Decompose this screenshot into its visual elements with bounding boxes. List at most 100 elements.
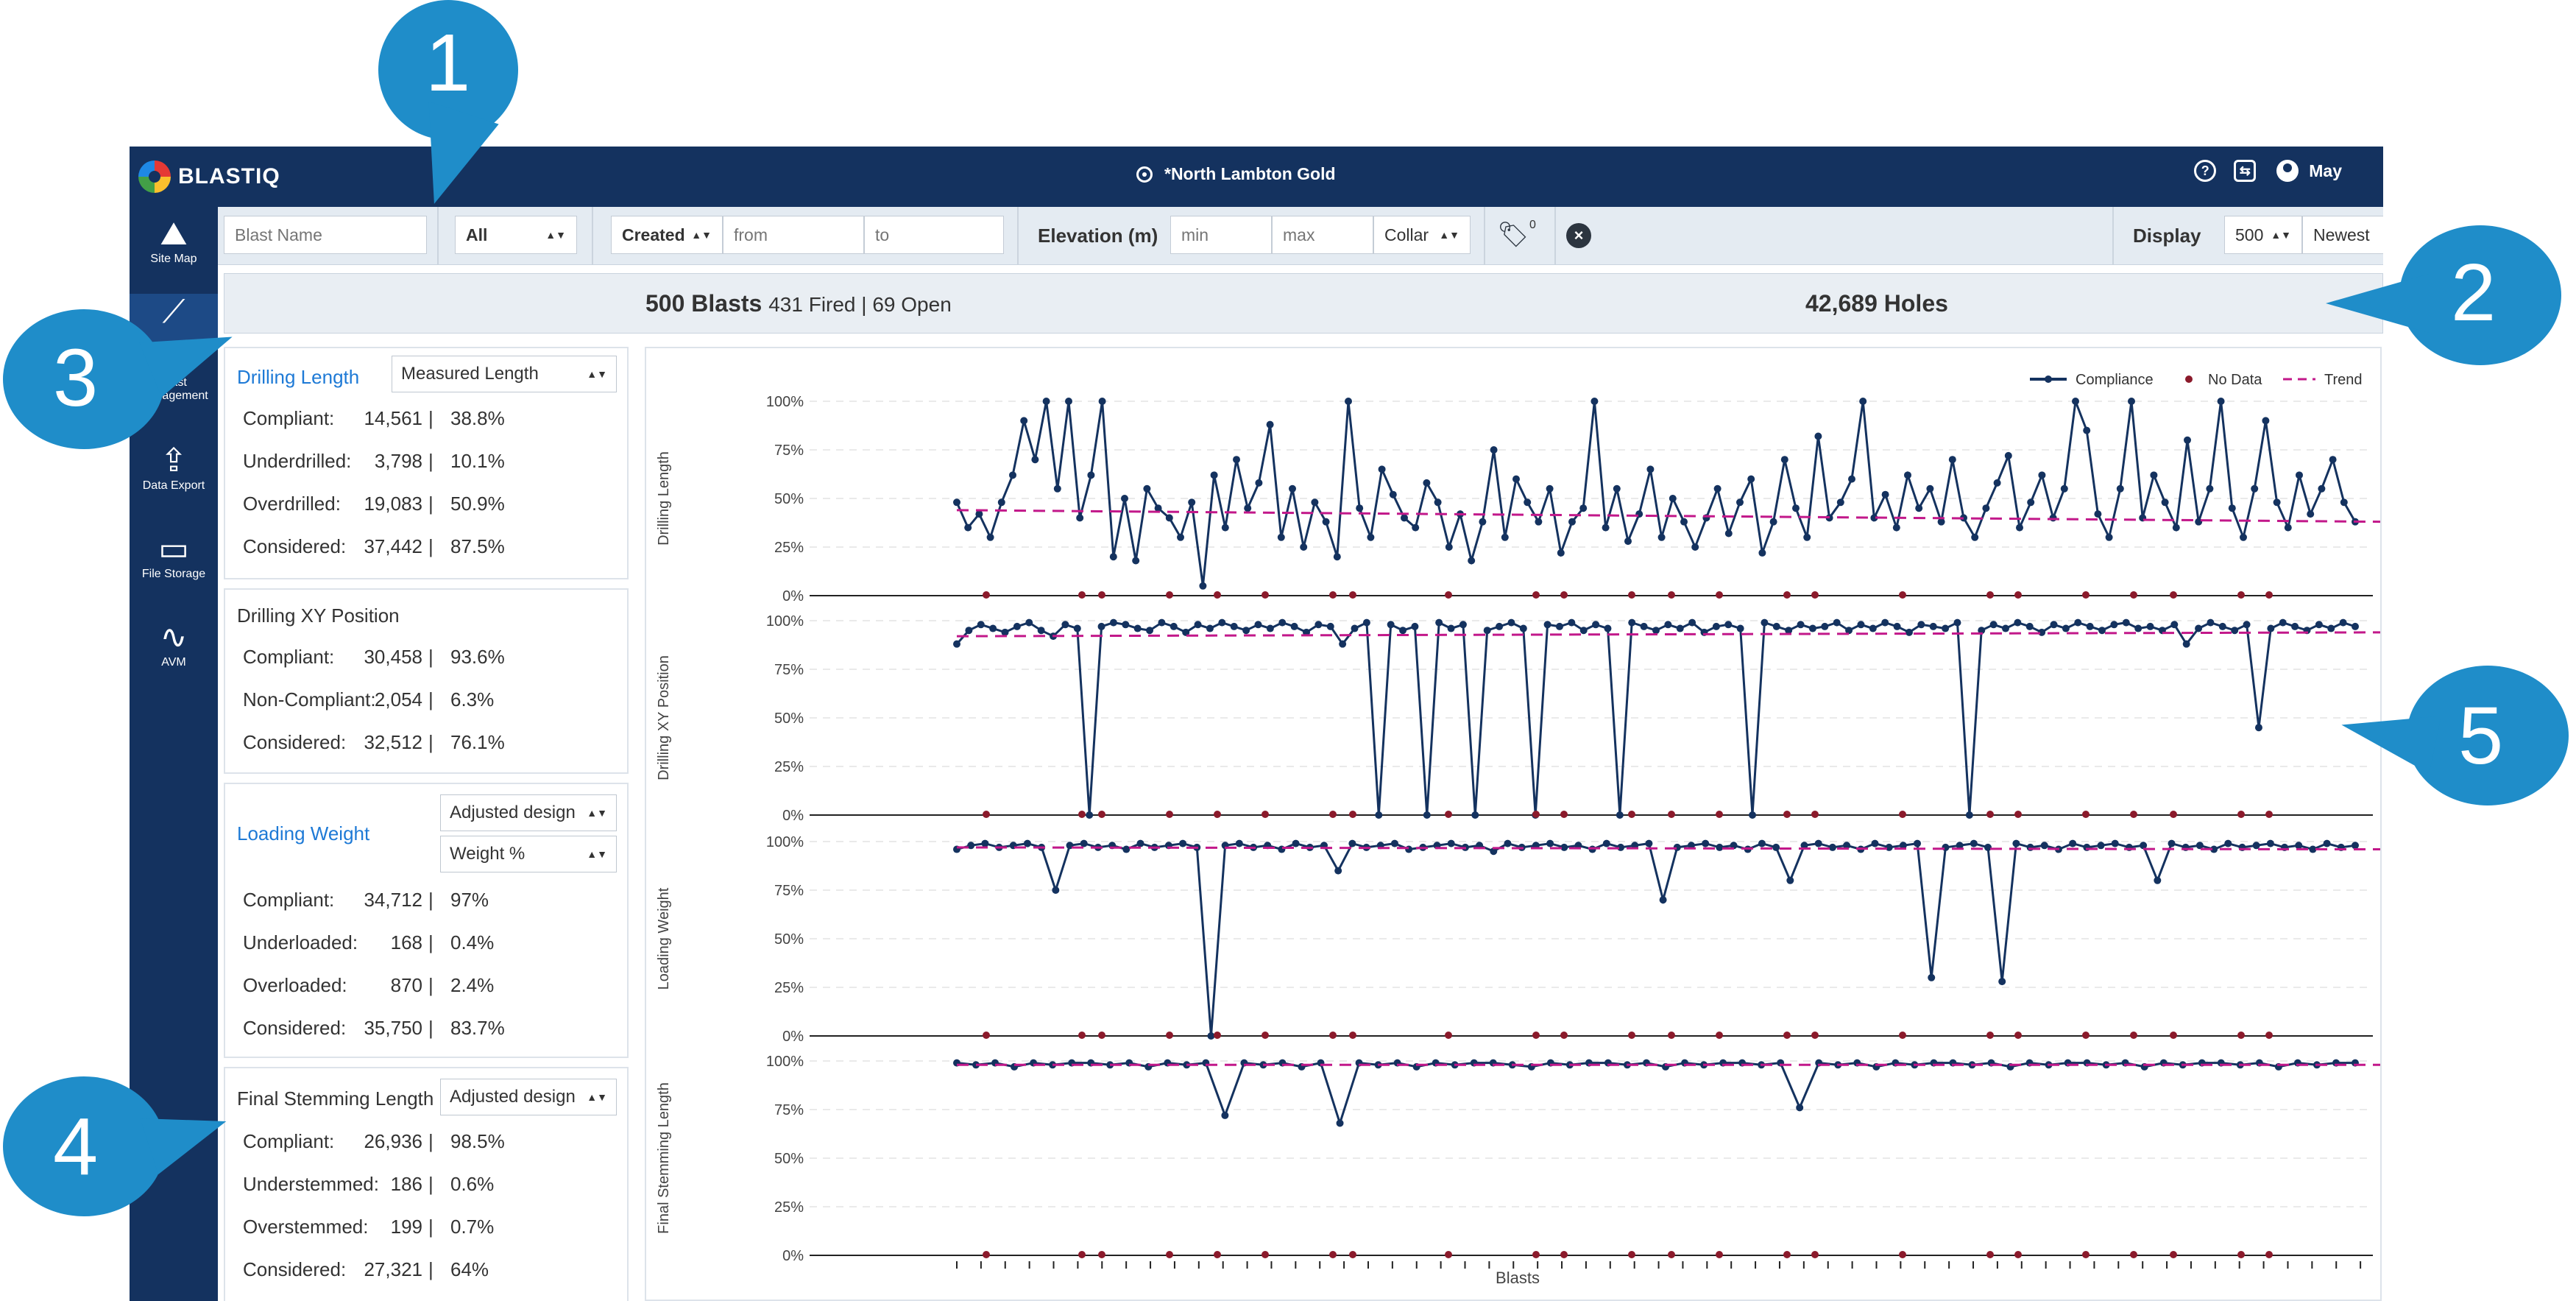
stat-row: Compliant: 34,712 | 97% bbox=[225, 878, 630, 921]
stat-separator: | bbox=[428, 407, 434, 429]
switch-user-icon[interactable]: ⇆ bbox=[2234, 160, 2257, 182]
tag-count: 0 bbox=[1529, 219, 1536, 231]
compliance-point bbox=[1881, 490, 1889, 498]
date-from-input[interactable] bbox=[723, 216, 864, 254]
user-name[interactable]: May bbox=[2309, 161, 2342, 180]
compliance-point bbox=[1869, 624, 1877, 632]
loading-unit-select[interactable]: Weight % ▲▼ bbox=[440, 836, 617, 872]
stat-row: Considered: 27,321 | 64% bbox=[225, 1248, 630, 1291]
date-to-input[interactable] bbox=[864, 216, 1004, 254]
sidebar-item-analytics[interactable]: ⟋ bbox=[130, 294, 218, 344]
sidebar-item-avm[interactable]: ∿ AVM bbox=[130, 619, 218, 685]
compliance-point bbox=[1579, 504, 1588, 512]
stat-count: 26,936 bbox=[364, 1130, 422, 1152]
compliance-point bbox=[1266, 624, 1274, 632]
loading-design-select[interactable]: Adjusted design ▲▼ bbox=[440, 794, 617, 831]
compliance-point bbox=[1881, 618, 1889, 627]
compliance-point bbox=[1179, 839, 1187, 847]
compliance-point bbox=[1724, 529, 1733, 537]
compliance-point bbox=[1001, 628, 1009, 636]
sliders-icon: ☰ bbox=[162, 348, 185, 376]
user-avatar-icon[interactable] bbox=[2276, 160, 2299, 182]
compliance-point bbox=[1560, 843, 1568, 851]
stat-separator: | bbox=[428, 535, 434, 557]
sidebar-item-data-export[interactable]: ⇪ Data Export bbox=[130, 443, 218, 509]
blast-name-input[interactable] bbox=[224, 216, 427, 254]
no-data-point bbox=[1986, 811, 1994, 818]
elevation-max-input[interactable] bbox=[1272, 216, 1373, 254]
no-data-point bbox=[2237, 591, 2245, 599]
compliance-point bbox=[2224, 839, 2232, 847]
stemming-design-value: Adjusted design bbox=[450, 1087, 576, 1107]
no-data-point bbox=[2265, 1251, 2273, 1258]
elevation-min-input[interactable] bbox=[1170, 216, 1272, 254]
brand-logo[interactable]: BLASTIQ bbox=[138, 158, 280, 195]
sidebar-item-file-storage[interactable]: ▭ File Storage bbox=[130, 531, 218, 597]
help-circle-icon[interactable]: ? bbox=[2194, 160, 2217, 182]
stemming-design-select[interactable]: Adjusted design ▲▼ bbox=[440, 1079, 617, 1115]
y-tick-label: 25% bbox=[774, 1199, 804, 1216]
compliance-point bbox=[2050, 621, 2058, 629]
compliance-point bbox=[1785, 627, 1793, 635]
y-tick-label: 0% bbox=[782, 1248, 804, 1264]
stat-row: Non-Compliant: 2,054 | 6.3% bbox=[225, 678, 630, 721]
compliance-series-line bbox=[955, 401, 2357, 586]
compliance-point bbox=[2273, 498, 2281, 507]
stat-percent: 97% bbox=[450, 889, 489, 911]
compliance-point bbox=[2323, 839, 2331, 847]
panel-title[interactable]: Loading Weight bbox=[237, 822, 370, 845]
no-data-point bbox=[2265, 591, 2273, 599]
no-data-point bbox=[1560, 1251, 1568, 1258]
compliance-point bbox=[1479, 518, 1487, 526]
no-data-point bbox=[1329, 1032, 1337, 1039]
site-selector[interactable]: *North Lambton Gold bbox=[1136, 164, 1336, 184]
compliance-point bbox=[1311, 498, 1319, 507]
compliance-point bbox=[1314, 621, 1323, 629]
compliance-point bbox=[1736, 624, 1744, 632]
compliance-point bbox=[2040, 842, 2048, 850]
compliance-point bbox=[1194, 621, 1202, 629]
no-data-point bbox=[2082, 811, 2090, 818]
y-tick-label: 25% bbox=[774, 980, 804, 996]
sort-order-select[interactable]: Newest ▲▼ bbox=[2302, 216, 2383, 254]
stat-percent: 76.1% bbox=[450, 731, 505, 753]
panel-title[interactable]: Drilling Length bbox=[237, 366, 360, 388]
stat-count: 34,712 bbox=[364, 889, 422, 911]
tag-filter[interactable]: 🏷 0 bbox=[1497, 219, 1541, 251]
sort-caret-icon: ▲▼ bbox=[2381, 229, 2383, 241]
compliance-point bbox=[1210, 471, 1218, 479]
divider bbox=[1554, 207, 1556, 264]
display-count-select[interactable]: 500 ▲▼ bbox=[2224, 216, 2302, 254]
compliance-point bbox=[2339, 618, 2347, 627]
clear-filters-icon[interactable]: × bbox=[1566, 223, 1591, 248]
no-data-point bbox=[2265, 811, 2273, 818]
no-data-point bbox=[1532, 591, 1540, 599]
no-data-point bbox=[2130, 591, 2137, 599]
no-data-point bbox=[1078, 1032, 1086, 1039]
length-type-select[interactable]: Measured Length ▲▼ bbox=[392, 356, 617, 392]
compliance-point bbox=[2195, 518, 2203, 526]
compliance-point bbox=[2184, 436, 2191, 444]
no-data-point bbox=[1349, 1032, 1356, 1039]
compliance-point bbox=[1713, 484, 1722, 493]
compliance-point bbox=[1640, 622, 1648, 630]
no-data-point bbox=[1783, 591, 1791, 599]
compliance-point bbox=[1965, 811, 1973, 819]
compliance-point bbox=[2026, 843, 2034, 851]
no-data-point bbox=[983, 811, 990, 818]
compliance-point bbox=[1504, 839, 1512, 847]
elevation-ref-select[interactable]: Collar ▲▼ bbox=[1373, 216, 1471, 254]
compliance-point bbox=[1960, 514, 1967, 522]
callout-5-number: 5 bbox=[2458, 691, 2504, 781]
stat-separator: | bbox=[428, 646, 434, 668]
compliance-point bbox=[2069, 839, 2077, 847]
sidebar-item-site-map[interactable]: ⛰ Site Map bbox=[130, 216, 218, 289]
compliance-point bbox=[1669, 495, 1677, 502]
compliance-point bbox=[2168, 839, 2176, 847]
status-select[interactable]: All ▲▼ bbox=[455, 216, 577, 254]
compliance-point bbox=[1512, 475, 1520, 483]
no-data-point bbox=[1899, 1251, 1906, 1258]
compliance-point bbox=[2083, 426, 2091, 434]
compliance-point bbox=[1984, 843, 1992, 851]
date-field-select[interactable]: Created ▲▼ bbox=[611, 216, 723, 254]
